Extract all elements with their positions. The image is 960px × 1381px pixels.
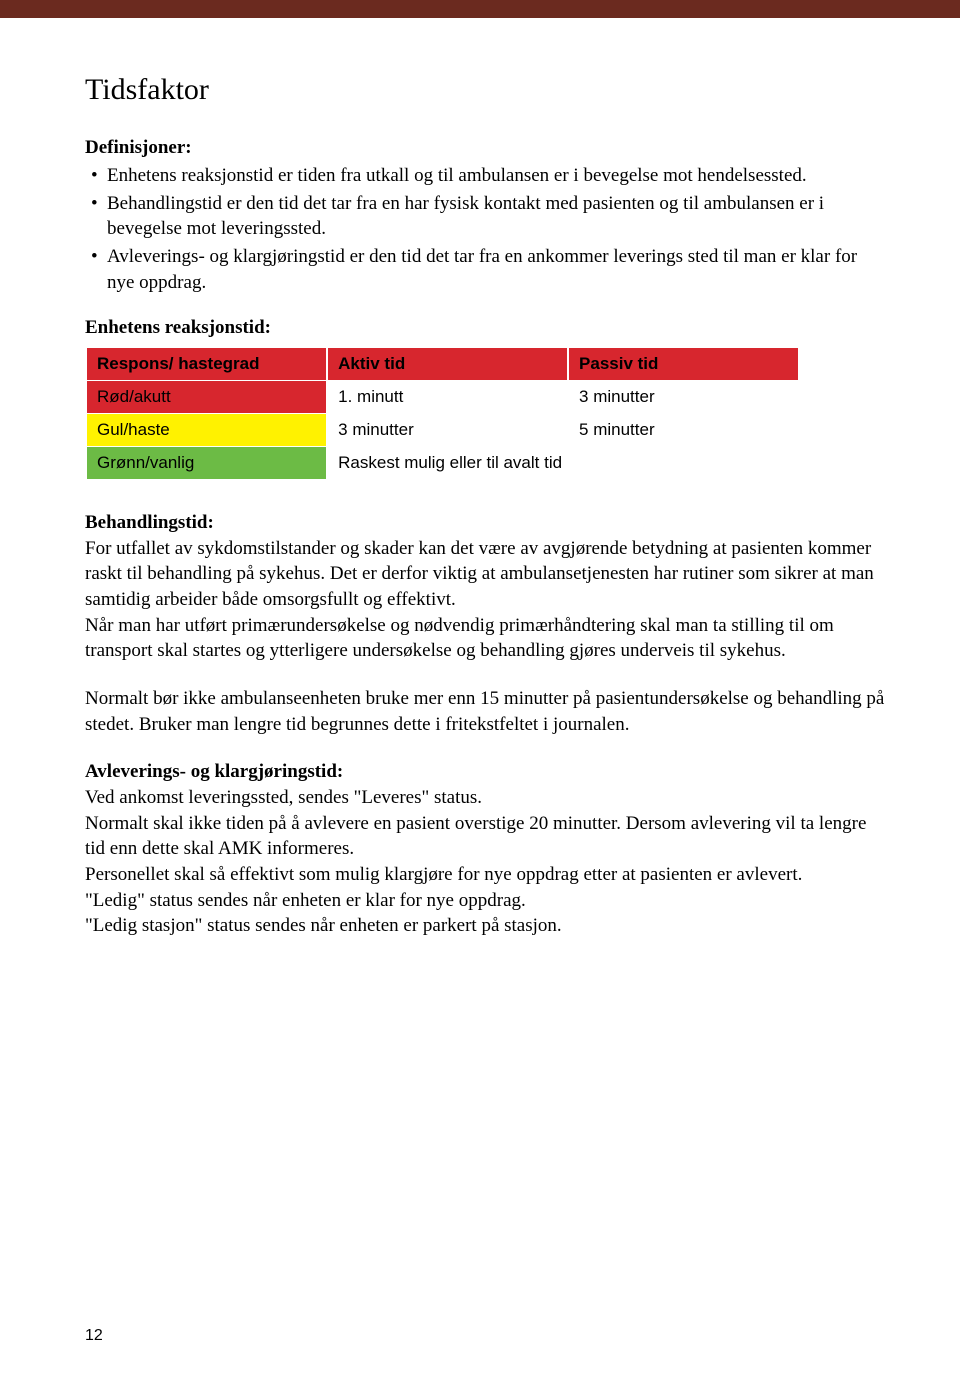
table-row: Rød/akutt 1. minutt 3 minutter: [87, 381, 798, 413]
avlevering-line: Normalt skal ikke tiden på å avlevere en…: [85, 813, 866, 860]
avlevering-line: Ved ankomst leveringssted, sendes "Lever…: [85, 787, 482, 808]
row-label: Rød/akutt: [87, 381, 326, 413]
row-passiv: 5 minutter: [569, 414, 798, 446]
definitions-label: Definisjoner:: [85, 137, 885, 159]
reaction-heading: Enhetens reaksjonstid:: [85, 317, 885, 339]
table-header: Passiv tid: [569, 348, 798, 380]
definition-item: Behandlingstid er den tid det tar fra en…: [85, 191, 885, 242]
behandlingstid-block: Behandlingstid: For utfallet av sykdomst…: [85, 510, 885, 664]
row-merged: Raskest mulig eller til avalt tid: [328, 447, 798, 479]
table-row: Grønn/vanlig Raskest mulig eller til ava…: [87, 447, 798, 479]
reaction-table: Respons/ hastegrad Aktiv tid Passiv tid …: [85, 347, 800, 480]
row-label: Gul/haste: [87, 414, 326, 446]
behandlingstid-label: Behandlingstid:: [85, 510, 885, 536]
row-passiv: 3 minutter: [569, 381, 798, 413]
definition-item: Enhetens reaksjonstid er tiden fra utkal…: [85, 163, 885, 189]
avlevering-line: Personellet skal så effektivt som mulig …: [85, 864, 802, 885]
avlevering-label: Avleverings- og klargjøringstid:: [85, 759, 885, 785]
table-header: Respons/ hastegrad: [87, 348, 326, 380]
page-number: 12: [85, 1327, 103, 1345]
row-label: Grønn/vanlig: [87, 447, 326, 479]
row-aktiv: 3 minutter: [328, 414, 567, 446]
definitions-list: Enhetens reaksjonstid er tiden fra utkal…: [85, 163, 885, 295]
page-title: Tidsfaktor: [85, 73, 885, 107]
behandlingstid-text: Når man har utført primærundersøkelse og…: [85, 615, 834, 662]
avlevering-block: Avleverings- og klargjøringstid: Ved ank…: [85, 759, 885, 938]
top-bar: [0, 0, 960, 18]
avlevering-line: "Ledig" status sendes når enheten er kla…: [85, 890, 526, 911]
table-header-row: Respons/ hastegrad Aktiv tid Passiv tid: [87, 348, 798, 380]
avlevering-line: "Ledig stasjon" status sendes når enhete…: [85, 915, 562, 936]
row-aktiv: 1. minutt: [328, 381, 567, 413]
table-header: Aktiv tid: [328, 348, 567, 380]
page-content: Tidsfaktor Definisjoner: Enhetens reaksj…: [0, 18, 960, 939]
definition-item: Avleverings- og klargjøringstid er den t…: [85, 244, 885, 295]
behandlingstid-text: For utfallet av sykdomstilstander og ska…: [85, 538, 874, 610]
behandlingstid-para3: Normalt bør ikke ambulanseenheten bruke …: [85, 686, 885, 737]
table-row: Gul/haste 3 minutter 5 minutter: [87, 414, 798, 446]
